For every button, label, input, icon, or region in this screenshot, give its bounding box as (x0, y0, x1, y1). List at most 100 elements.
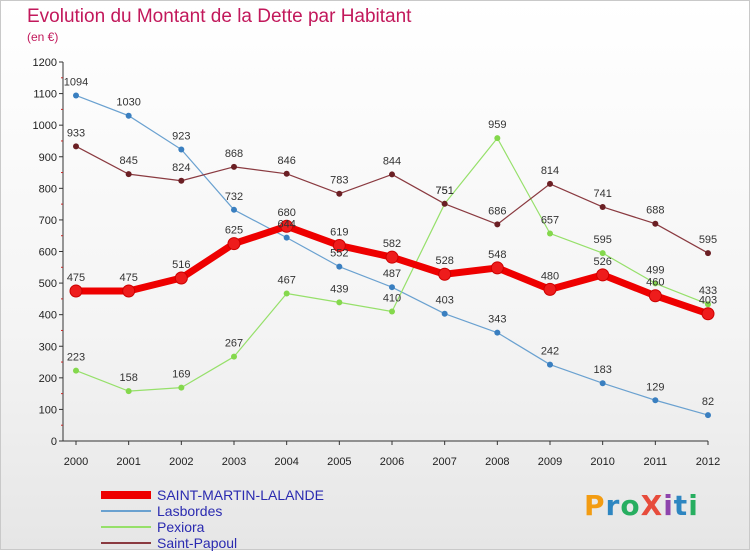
data-label: 783 (330, 175, 348, 187)
data-point (438, 267, 452, 281)
chart-title: Evolution du Montant de la Dette par Hab… (27, 6, 412, 27)
data-label: 410 (383, 293, 401, 305)
data-label: 552 (330, 248, 348, 260)
data-label: 548 (488, 249, 506, 261)
data-point (701, 307, 715, 321)
data-point (705, 412, 711, 419)
x-tick-label: 2002 (169, 456, 193, 468)
data-label: 732 (225, 191, 243, 203)
data-point (490, 261, 504, 275)
data-point (280, 219, 294, 233)
data-point (336, 299, 343, 306)
data-point (652, 220, 659, 227)
logo-letter: i (688, 489, 699, 522)
data-label: 688 (646, 205, 664, 217)
data-label: 751 (435, 185, 453, 197)
data-label: 403 (435, 295, 453, 307)
y-tick-label: 700 (39, 215, 57, 227)
legend-swatch (101, 526, 151, 528)
data-label: 242 (541, 346, 559, 358)
data-label: 1094 (64, 76, 88, 88)
y-tick-label: 1200 (33, 57, 57, 69)
data-label: 680 (277, 207, 295, 219)
data-point (543, 282, 557, 296)
data-point (336, 263, 343, 270)
legend-swatch (101, 491, 151, 499)
x-tick-label: 2009 (538, 456, 562, 468)
data-point (178, 177, 185, 184)
y-tick-label: 600 (39, 247, 57, 259)
data-point (389, 171, 395, 178)
data-point (178, 384, 185, 391)
data-point (648, 289, 662, 303)
data-point (705, 250, 711, 257)
data-point (178, 146, 185, 153)
data-point (336, 190, 343, 197)
x-tick-label: 2007 (432, 456, 456, 468)
logo-letter: i (663, 489, 674, 522)
y-tick-label: 400 (39, 310, 57, 322)
data-label: 751 (435, 185, 453, 197)
y-tick-label: 0 (51, 436, 57, 448)
chart-subtitle: (en €) (27, 30, 59, 44)
data-label: 183 (593, 364, 611, 376)
data-label: 158 (119, 372, 137, 384)
data-point (494, 135, 501, 142)
data-point (174, 271, 188, 285)
data-label: 403 (699, 295, 717, 307)
data-point (231, 353, 237, 360)
data-point (332, 238, 346, 252)
data-label: 82 (702, 396, 714, 408)
data-label: 223 (67, 352, 85, 364)
x-tick-label: 2006 (380, 456, 404, 468)
data-label: 625 (225, 225, 243, 237)
data-point (441, 200, 448, 207)
data-point (283, 290, 290, 297)
data-point (599, 250, 606, 257)
data-point (231, 163, 237, 170)
data-label: 582 (383, 238, 401, 250)
y-tick-label: 200 (39, 373, 57, 385)
legend-swatch (101, 542, 151, 544)
y-tick-label: 1000 (33, 120, 57, 132)
y-tick-label: 800 (39, 183, 57, 195)
data-label: 516 (172, 259, 190, 271)
legend-swatch (101, 510, 151, 512)
data-label: 868 (225, 148, 243, 160)
data-point (599, 203, 606, 210)
x-tick-label: 2008 (485, 456, 509, 468)
data-label: 460 (646, 277, 664, 289)
data-label: 528 (435, 255, 453, 267)
logo-letter: o (620, 489, 641, 522)
data-point (599, 380, 606, 387)
data-point (494, 329, 501, 336)
y-tick-label: 900 (39, 152, 57, 164)
data-label: 467 (277, 275, 295, 287)
legend-label: Pexiora (157, 519, 205, 535)
data-label: 439 (330, 283, 348, 295)
data-point (231, 206, 237, 213)
logo-letter: P (584, 489, 606, 522)
data-point (547, 180, 553, 187)
data-point (652, 397, 659, 404)
legend-label: SAINT-MARTIN-LALANDE (157, 487, 324, 503)
data-label: 959 (488, 119, 506, 131)
data-label: 845 (119, 155, 137, 167)
data-point (73, 92, 79, 99)
data-point (389, 284, 395, 291)
x-tick-label: 2011 (644, 456, 668, 468)
data-label: 499 (646, 264, 664, 276)
data-label: 844 (383, 155, 401, 167)
data-point (125, 388, 132, 395)
data-point (283, 170, 290, 177)
logo-letter: r (605, 489, 621, 522)
logo-letter: X (640, 489, 664, 522)
data-point (122, 284, 136, 298)
x-tick-label: 2001 (116, 456, 140, 468)
data-label: 644 (277, 219, 295, 231)
data-label: 933 (67, 127, 85, 139)
data-label: 595 (699, 234, 717, 246)
data-point (73, 367, 79, 374)
